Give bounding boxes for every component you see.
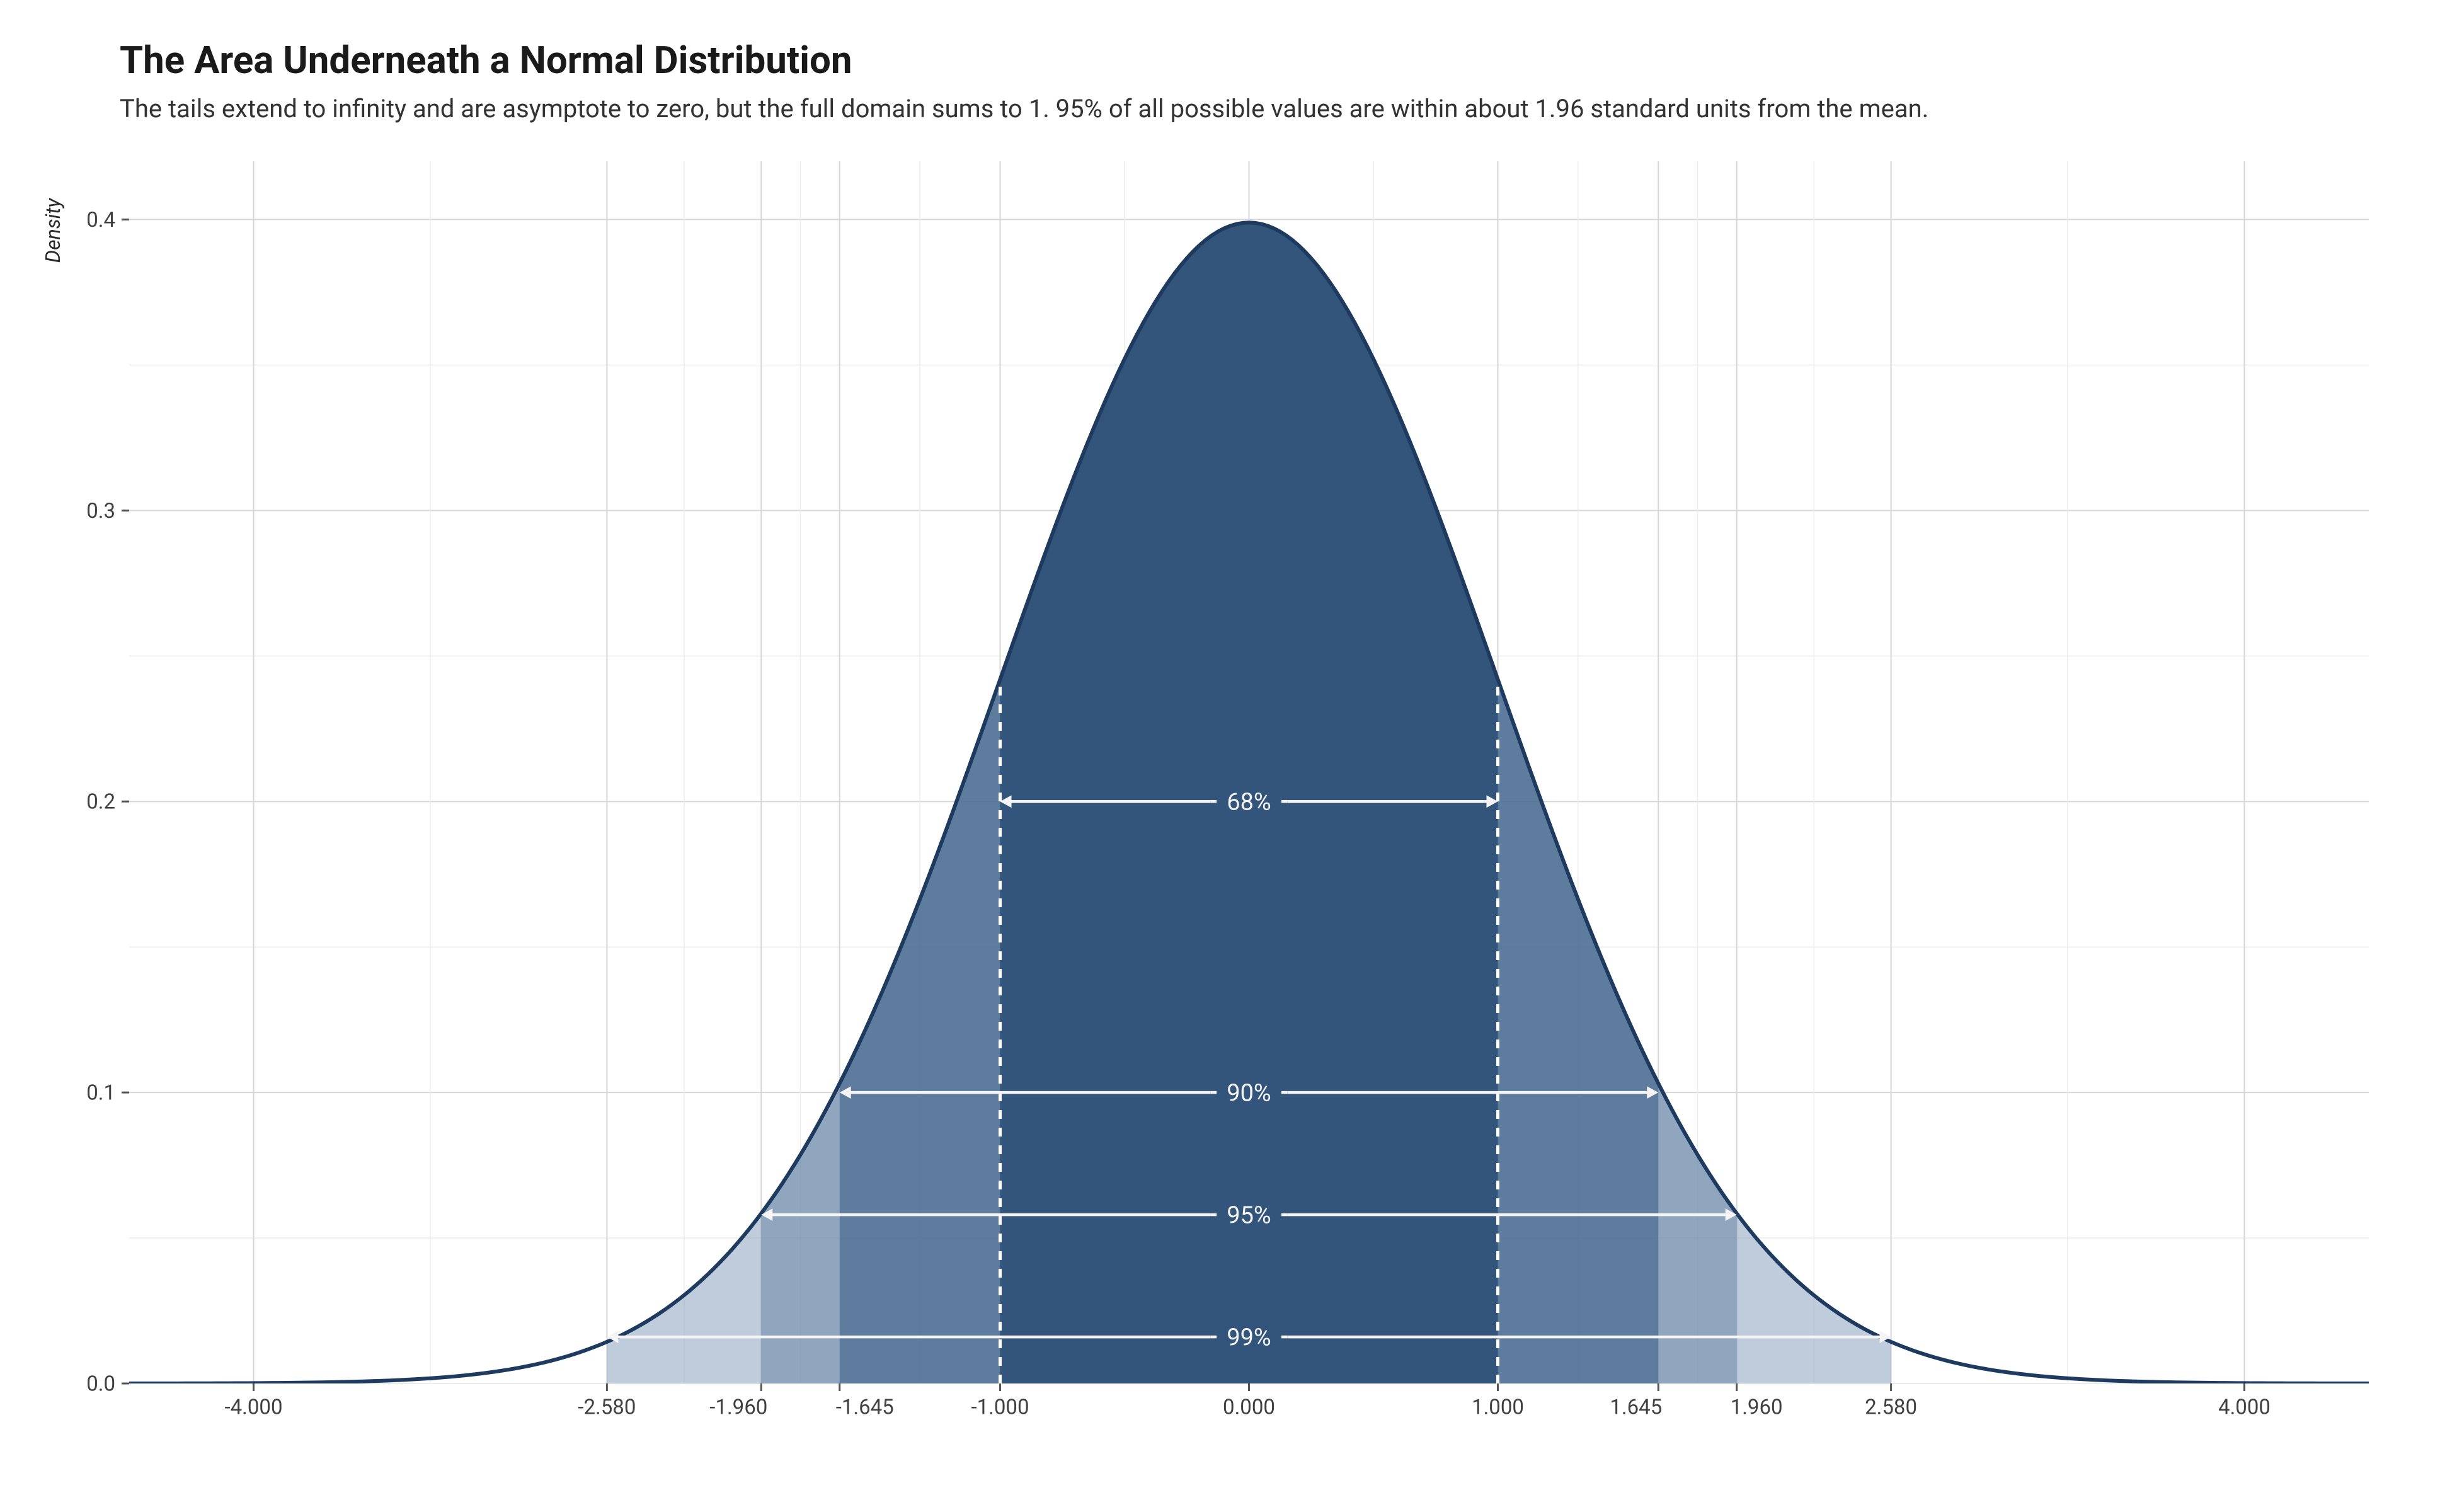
y-axis-label: Density bbox=[41, 198, 65, 263]
normal-distribution-chart: 68% 90% 95% 99% 0.0 0.1 0.2 0.3 0.4 -4.000 -2.580 -… bbox=[38, 149, 2419, 1472]
x-tick-label: 0.000 bbox=[1223, 1395, 1275, 1419]
y-tick-label: 0.1 bbox=[86, 1081, 115, 1106]
chart-subtitle: The tails extend to infinity and are asy… bbox=[120, 94, 2419, 123]
interval-label: 95% bbox=[1227, 1201, 1271, 1229]
x-tick-label: -4.000 bbox=[224, 1395, 282, 1419]
x-tick-label: -1.000 bbox=[971, 1395, 1029, 1419]
interval-label: 90% bbox=[1227, 1079, 1271, 1107]
x-tick-label: -2.580 bbox=[578, 1395, 636, 1419]
x-tick-label: -1.645 bbox=[836, 1395, 894, 1419]
x-tick-label: 2.580 bbox=[1865, 1395, 1917, 1419]
y-tick-label: 0.2 bbox=[86, 790, 115, 815]
y-tick-label: 0.3 bbox=[86, 499, 115, 524]
interval-label: 68% bbox=[1227, 788, 1271, 816]
x-tick-label: 1.000 bbox=[1472, 1395, 1524, 1419]
chart-title: The Area Underneath a Normal Distributio… bbox=[120, 38, 2419, 83]
y-tick-label: 0.4 bbox=[86, 208, 115, 232]
x-tick-label: -1.960 bbox=[709, 1395, 767, 1419]
x-tick-label: 1.960 bbox=[1731, 1395, 1783, 1419]
x-tick-label: 1.645 bbox=[1610, 1395, 1662, 1419]
y-tick-label: 0.0 bbox=[86, 1372, 115, 1397]
x-tick-label: 4.000 bbox=[2218, 1395, 2271, 1419]
interval-label: 99% bbox=[1227, 1324, 1271, 1351]
